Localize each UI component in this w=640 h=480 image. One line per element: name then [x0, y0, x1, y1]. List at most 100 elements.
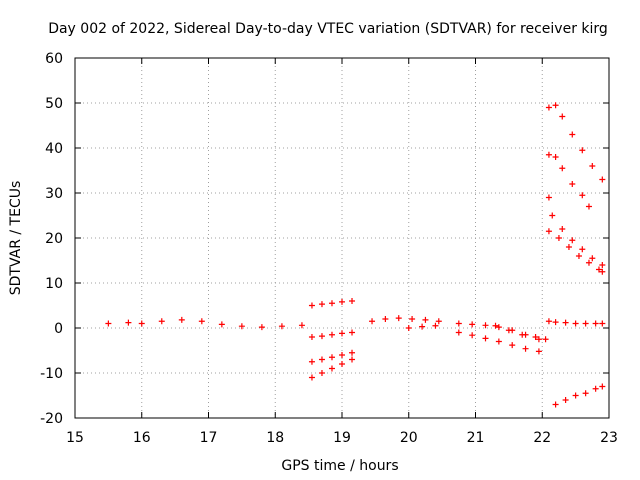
data-point [552, 154, 559, 160]
data-point [422, 316, 429, 323]
data-point [599, 268, 606, 275]
data-point [469, 321, 476, 328]
x-tick-label: 20 [400, 430, 418, 446]
series-seg-q [552, 383, 606, 408]
data-point [559, 165, 566, 172]
data-point [349, 329, 356, 336]
series-seg-e [308, 356, 356, 381]
data-point [585, 203, 592, 210]
data-point [308, 302, 315, 309]
series-seg-a [105, 316, 305, 331]
data-point [495, 324, 502, 331]
y-tick-label: -10 [40, 366, 63, 382]
data-point [582, 390, 589, 397]
data-point [469, 332, 476, 339]
data-point [545, 151, 552, 158]
data-point [198, 318, 205, 325]
data-point [585, 259, 592, 266]
x-tick-label: 19 [333, 430, 351, 446]
data-point [545, 104, 552, 111]
data-point [545, 228, 552, 235]
data-point [278, 323, 285, 330]
data-point [542, 336, 549, 343]
x-tick-label: 18 [266, 430, 284, 446]
x-tick-label: 22 [533, 430, 551, 446]
data-point [395, 315, 402, 322]
data-point [535, 336, 542, 343]
data-point [599, 320, 606, 327]
data-point [595, 266, 602, 273]
data-point [535, 348, 542, 355]
data-point [419, 323, 426, 330]
series-seg-i [455, 329, 542, 355]
data-point [552, 319, 559, 326]
data-point [495, 338, 502, 345]
data-point [552, 401, 559, 408]
data-point [328, 300, 335, 307]
data-point [382, 316, 389, 322]
data-point [405, 325, 412, 331]
data-point [569, 131, 576, 138]
data-point [545, 194, 552, 201]
data-point [105, 320, 112, 327]
data-point [349, 298, 356, 304]
series-seg-k [545, 318, 606, 327]
data-point [579, 192, 586, 199]
data-point [592, 320, 599, 327]
data-point [562, 319, 569, 326]
data-point [238, 323, 245, 330]
data-point [572, 392, 579, 399]
series-seg-g [405, 322, 439, 331]
series-seg-c [308, 329, 356, 340]
data-point [592, 385, 599, 392]
y-tick-label: 30 [45, 186, 63, 202]
data-point [545, 318, 552, 325]
data-point [559, 113, 566, 120]
data-point [492, 322, 499, 329]
chart-title: Day 002 of 2022, Sidereal Day-to-day VTE… [48, 21, 608, 37]
data-point [318, 370, 325, 376]
data-point [579, 147, 586, 154]
data-point [125, 319, 132, 326]
series-seg-h [455, 320, 542, 343]
data-point [318, 301, 325, 308]
data-point [158, 318, 165, 325]
x-tick-label: 21 [467, 430, 485, 446]
series-seg-l [545, 102, 606, 183]
data-point [318, 333, 325, 340]
data-point [328, 331, 335, 338]
series-seg-m [545, 151, 592, 210]
y-axis-label: SDTVAR / TECUs [8, 181, 24, 296]
x-axis-label: GPS time / hours [281, 458, 398, 474]
grid [75, 58, 609, 418]
data-point [522, 345, 529, 352]
y-tick-label: 60 [45, 51, 63, 67]
data-point [369, 318, 376, 325]
data-point [349, 349, 356, 356]
data-point [559, 226, 566, 232]
y-tick-label: 10 [45, 276, 63, 292]
x-tick-label: 16 [133, 430, 151, 446]
data-point [455, 329, 462, 336]
x-tick-label: 23 [600, 430, 618, 446]
data-point [298, 322, 305, 329]
data-point [562, 397, 569, 403]
data-point [339, 352, 345, 358]
data-point [572, 320, 579, 327]
data-point [575, 253, 582, 259]
y-tick-label: 20 [45, 231, 63, 247]
data-point [308, 374, 315, 381]
y-tick-label: -20 [40, 411, 63, 427]
series-seg-j [492, 322, 549, 343]
data-point [328, 354, 335, 361]
data-point [519, 331, 526, 338]
data-point [432, 322, 439, 329]
data-point [455, 320, 462, 327]
data-points [105, 102, 606, 408]
series-seg-p [545, 228, 606, 275]
data-point [339, 298, 345, 305]
series-seg-d [308, 349, 356, 365]
x-tick-label: 17 [200, 430, 218, 446]
data-point [339, 361, 345, 367]
